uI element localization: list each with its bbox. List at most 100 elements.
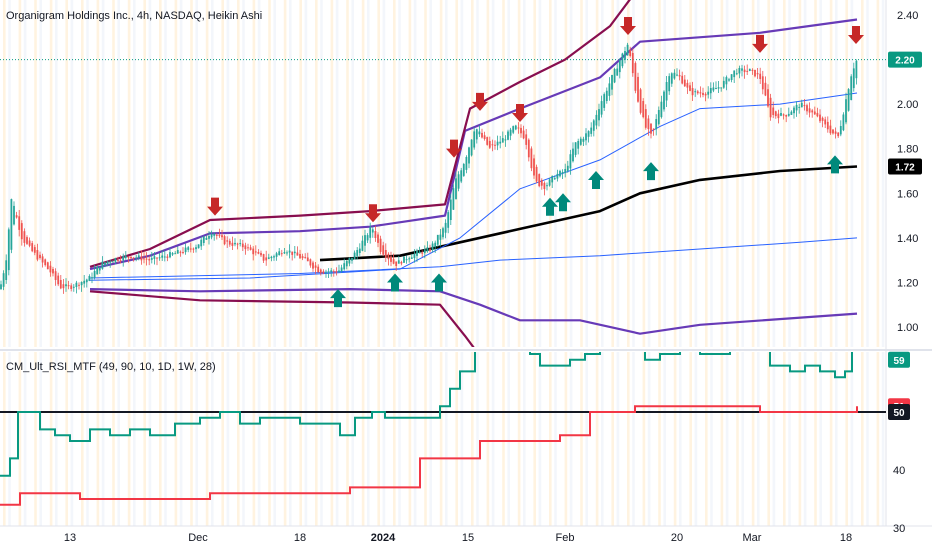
stripe [34, 352, 37, 526]
stripe [783, 352, 786, 526]
stripe [881, 0, 885, 347]
candle [455, 171, 457, 200]
candle [431, 241, 434, 253]
candle [101, 256, 104, 270]
stripe [590, 352, 594, 526]
time-tick: 2024 [371, 532, 396, 544]
candle [93, 265, 96, 280]
sell-arrow [472, 92, 488, 111]
candle [278, 248, 281, 256]
candle [319, 268, 322, 276]
candle [343, 258, 346, 271]
candle [239, 239, 242, 247]
candle [223, 234, 226, 246]
stripe [575, 0, 578, 347]
candle [140, 250, 143, 265]
candle [590, 122, 593, 137]
candle [826, 116, 829, 133]
price-plot[interactable] [0, 0, 886, 349]
stripe [341, 352, 344, 526]
stripe [512, 352, 516, 526]
candle [423, 245, 426, 259]
candle [795, 101, 798, 117]
candle [756, 68, 759, 79]
stripe [226, 352, 230, 526]
candle [527, 138, 530, 162]
stripe [689, 352, 692, 526]
stripe [127, 0, 131, 347]
candle [184, 243, 187, 255]
candle [286, 250, 288, 256]
stripe [81, 0, 84, 347]
candle [816, 107, 819, 118]
time-axis[interactable]: 13 Dec 18 2024 15 Feb 20 Mar 18 [64, 532, 852, 544]
price-tick: 2.00 [897, 99, 918, 111]
stripe [185, 352, 188, 526]
candle [418, 246, 421, 254]
stripe [419, 352, 422, 526]
stripe [346, 352, 349, 526]
candle [85, 278, 88, 288]
stripe [679, 352, 682, 526]
rsi-tick: 30 [893, 523, 905, 535]
buy-arrow [588, 171, 604, 189]
candle [832, 129, 834, 135]
stripe [263, 352, 266, 526]
candle [348, 257, 351, 267]
stripe [237, 0, 240, 347]
stripe [564, 352, 568, 526]
candle [735, 68, 738, 76]
candle [124, 251, 127, 260]
candle [535, 164, 538, 184]
stripe [211, 352, 214, 526]
candle [548, 177, 551, 187]
stripe [845, 0, 848, 347]
candle [57, 272, 60, 287]
candle [587, 130, 590, 143]
stripe [242, 352, 245, 526]
stripe [237, 352, 240, 526]
rsi-axis[interactable]: 4030595150 [888, 351, 910, 535]
candle [686, 79, 689, 94]
candle [228, 238, 231, 247]
candle [119, 255, 122, 264]
stripe [606, 0, 609, 347]
stripe [195, 0, 198, 347]
rsi-plot[interactable] [0, 313, 886, 506]
candle [553, 175, 556, 180]
buy-arrow [555, 193, 571, 212]
stripe [122, 352, 126, 526]
candle [374, 225, 377, 242]
candle [808, 102, 811, 118]
candle [676, 68, 678, 77]
candle [670, 72, 673, 87]
stripe [554, 0, 557, 347]
candle [179, 250, 182, 257]
candle [338, 264, 340, 273]
svg-text:59: 59 [893, 356, 905, 367]
session-stripes [3, 0, 885, 347]
price-axis[interactable]: 2.402.202.001.801.601.401.201.002.201.72 [888, 10, 922, 334]
stripe [75, 0, 79, 347]
stripe [372, 0, 375, 347]
stripe [304, 352, 308, 526]
stripe [153, 352, 157, 526]
stripe [434, 0, 438, 347]
stripe [377, 0, 380, 347]
stripe [798, 352, 802, 526]
price-tick: 1.40 [897, 233, 918, 245]
candle [200, 236, 203, 250]
stripe [632, 0, 635, 347]
candle [366, 233, 369, 243]
stripe [450, 352, 453, 526]
candle [247, 243, 249, 251]
candle [23, 228, 26, 247]
candle [127, 256, 130, 263]
candle [811, 108, 814, 118]
stripe [803, 0, 807, 347]
candles [0, 42, 858, 294]
time-tick: 15 [462, 532, 474, 544]
stripe [538, 352, 542, 526]
stripe [117, 0, 120, 347]
candle [143, 252, 145, 264]
